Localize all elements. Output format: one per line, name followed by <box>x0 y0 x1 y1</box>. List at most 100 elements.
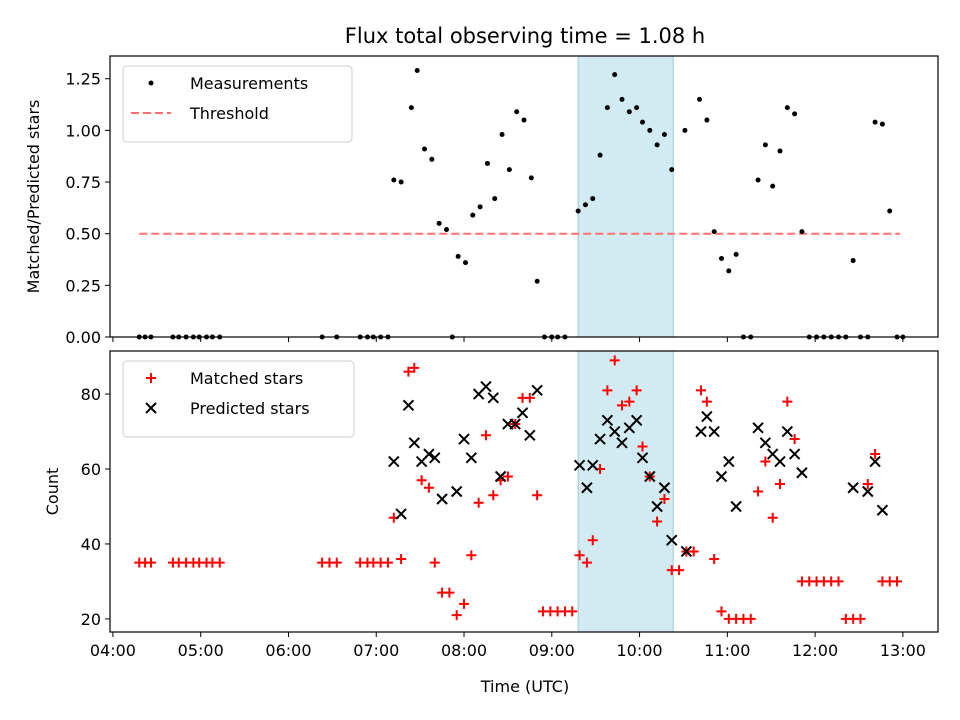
axes-frame <box>109 55 939 338</box>
data-point <box>708 425 720 438</box>
data-point <box>573 459 586 471</box>
data-point <box>480 430 491 441</box>
data-point <box>480 380 492 393</box>
data-point <box>799 229 805 235</box>
legend-marker <box>145 402 157 414</box>
x-tick-label: 07:00 <box>353 641 399 660</box>
y-tick-label: 80 <box>81 385 101 404</box>
data-point <box>774 455 786 468</box>
y-tick-label: 0.50 <box>65 225 101 244</box>
data-point <box>462 260 468 266</box>
data-point <box>487 392 499 404</box>
x-tick-label: 13:00 <box>880 641 926 660</box>
data-point <box>524 429 536 442</box>
data-point <box>458 433 470 445</box>
data-point <box>492 196 498 202</box>
data-point <box>499 132 505 138</box>
data-point <box>726 268 732 274</box>
data-point <box>626 109 632 115</box>
data-point <box>459 598 470 609</box>
data-point <box>759 437 772 449</box>
data-point <box>619 96 625 102</box>
data-point <box>701 410 713 423</box>
data-point <box>488 490 499 501</box>
observing-window-span <box>577 350 674 633</box>
y-tick-label: 60 <box>81 460 101 479</box>
data-point <box>711 229 717 235</box>
data-point <box>581 557 592 568</box>
data-point <box>680 545 693 558</box>
data-point <box>575 208 581 214</box>
data-point <box>644 470 656 483</box>
data-point <box>423 448 435 460</box>
data-point <box>396 553 407 564</box>
data-point <box>451 610 462 621</box>
x-tick-label: 10:00 <box>617 641 663 660</box>
data-point <box>403 366 414 377</box>
y-tick-label: 1.00 <box>65 121 101 140</box>
data-point <box>697 96 703 102</box>
x-tick-label: 05:00 <box>178 641 224 660</box>
data-point <box>450 485 463 498</box>
data-point <box>833 576 844 587</box>
data-point <box>762 142 768 148</box>
data-point <box>567 606 578 617</box>
data-point <box>782 396 793 407</box>
data-point <box>753 486 764 497</box>
legend-label: Measurements <box>190 74 308 93</box>
top-panel: 0.00 0.25 0.50 0.75 1.00 1.25 Matched/Predicte… <box>24 55 939 347</box>
data-point <box>617 400 628 411</box>
data-point <box>616 437 628 449</box>
data-point <box>862 479 873 490</box>
x-axis-label: Time (UTC) <box>480 677 569 696</box>
data-point <box>514 109 520 115</box>
y-tick-label: 1.25 <box>65 70 101 89</box>
data-point <box>414 67 420 73</box>
data-point <box>502 471 513 482</box>
data-point <box>637 441 648 452</box>
x-tick-label: 06:00 <box>265 641 311 660</box>
data-point <box>470 212 476 218</box>
data-point <box>602 385 613 396</box>
data-point <box>590 196 596 202</box>
data-point <box>587 535 598 546</box>
data-point <box>408 437 420 449</box>
data-point <box>608 425 621 438</box>
data-point <box>639 119 645 125</box>
legend: Matched stars Predicted stars <box>122 360 355 438</box>
legend-box <box>122 360 355 438</box>
bottom-panel: 20 40 60 80 04:00 05:00 06:00 07:00 08:00 09:00 10… <box>43 350 939 660</box>
data-point <box>574 550 585 561</box>
data-point <box>594 433 606 445</box>
data-point <box>784 105 790 111</box>
data-point <box>870 449 881 460</box>
data-point <box>777 148 783 154</box>
data-point <box>869 455 881 468</box>
data-point <box>465 452 478 464</box>
data-point <box>391 177 397 183</box>
data-point <box>624 396 635 407</box>
data-point <box>466 550 477 561</box>
data-point <box>788 448 801 460</box>
data-point <box>723 455 735 468</box>
data-point <box>879 121 885 127</box>
data-point <box>388 455 400 468</box>
data-point <box>408 105 414 111</box>
data-point <box>666 534 678 546</box>
legend-label: Predicted stars <box>190 399 310 418</box>
data-point <box>796 467 808 479</box>
data-point <box>506 167 512 173</box>
data-point <box>709 553 720 564</box>
data-point <box>781 425 794 438</box>
data-point <box>436 493 448 505</box>
x-tick-label: 04:00 <box>90 641 136 660</box>
data-point <box>395 508 407 520</box>
data-point <box>701 396 712 407</box>
data-point <box>847 482 859 494</box>
data-point <box>630 414 643 427</box>
data-point <box>661 132 667 138</box>
x-tick-label: 12:00 <box>792 641 838 660</box>
data-point <box>331 557 342 568</box>
data-point <box>792 111 798 117</box>
data-point <box>398 179 404 185</box>
